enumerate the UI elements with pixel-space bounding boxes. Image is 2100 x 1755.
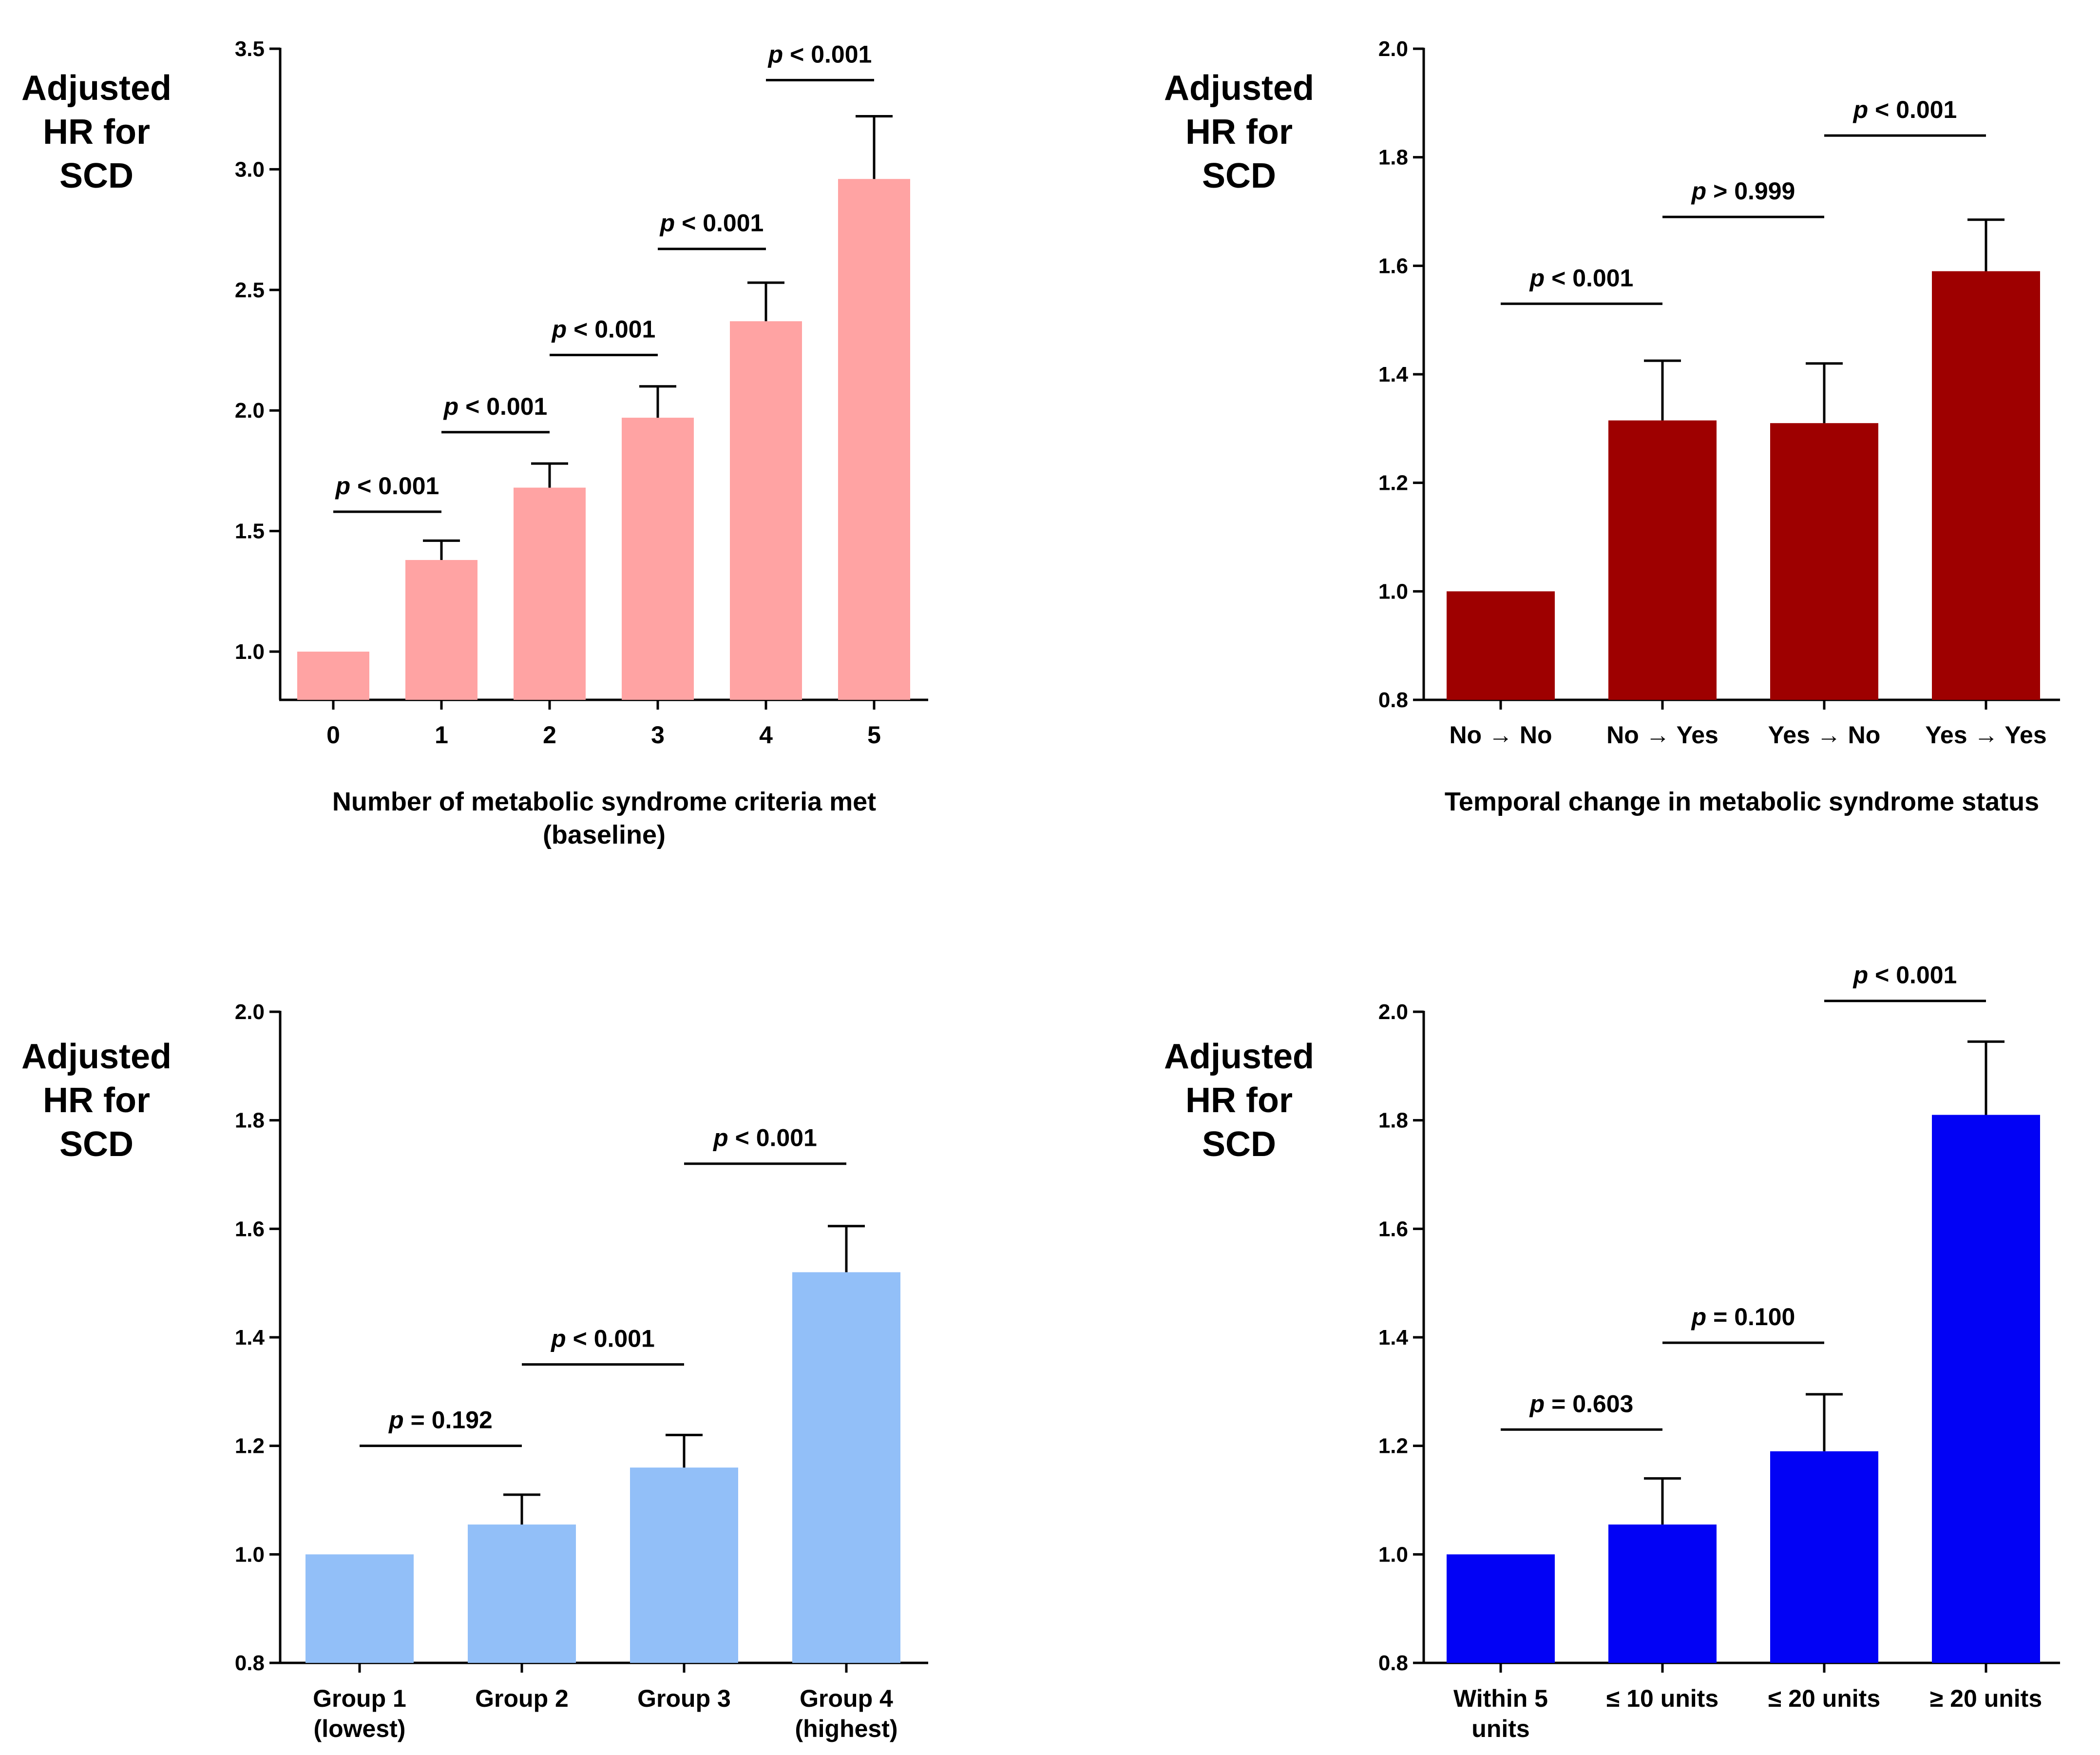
category-label-2: 2 [543, 721, 556, 749]
p-value-label-2: p < 0.001 [551, 315, 656, 343]
category-label-0: No → No [1449, 721, 1552, 749]
y-tick-label: 1.8 [235, 1109, 265, 1133]
category-label-5: 5 [867, 721, 881, 749]
chart-panel-1: Adjusted HR for SCD 1.0 1.5 2.0 2.5 3.0 3.5 0 1 2 3 4… [21, 37, 928, 849]
y-tick-label: 1.4 [235, 1326, 265, 1350]
y-tick-label: 2.0 [235, 399, 265, 423]
bar-4 [730, 321, 802, 700]
p-value-label-1: p < 0.001 [550, 1325, 655, 1352]
bar-3 [1932, 271, 2040, 700]
chart-panel-2: Adjusted HR for SCD 0.8 1.0 1.2 1.4 1.6 1.8 2.0 No… [1164, 37, 2060, 816]
y-tick-label: 1.0 [235, 1543, 265, 1566]
y-tick-label: 1.0 [1378, 1543, 1408, 1566]
y-tick-label: 3.0 [235, 157, 265, 181]
category-label-3: 3 [651, 721, 665, 749]
category-label-2: Yes → No [1768, 721, 1881, 749]
category-label-1: Group 2 [475, 1685, 569, 1712]
category-label-0: Within 5 units [1453, 1685, 1548, 1742]
y-tick-label: 1.4 [1378, 1326, 1409, 1350]
bar-2 [1770, 1451, 1878, 1663]
y-axis-title: Adjusted HR for SCD [21, 69, 172, 195]
y-tick-label: 2.0 [1378, 1000, 1408, 1024]
bar-0 [297, 652, 369, 700]
bar-0 [1447, 591, 1555, 700]
category-label-3: Group 4 (highest) [795, 1685, 897, 1742]
bar-1 [468, 1524, 576, 1663]
p-value-label-0: p = 0.603 [1529, 1390, 1634, 1417]
y-tick-label: 1.2 [1378, 471, 1408, 495]
bar-1 [1608, 1524, 1717, 1663]
y-axis-title: Adjusted HR for SCD [1164, 1037, 1314, 1164]
y-axis-title: Adjusted HR for SCD [1164, 69, 1314, 195]
y-tick-label: 2.0 [1378, 37, 1408, 61]
bar-5 [838, 179, 910, 700]
y-tick-label: 3.5 [235, 37, 265, 61]
bar-2 [1770, 423, 1878, 700]
category-label-3: ≥ 20 units [1930, 1685, 2042, 1712]
p-value-label-0: p = 0.192 [388, 1407, 493, 1434]
p-value-label-3: p < 0.001 [659, 210, 764, 237]
p-value-label-1: p > 0.999 [1691, 177, 1795, 205]
category-label-3: Yes → Yes [1925, 721, 2046, 749]
y-tick-label: 1.6 [1378, 254, 1408, 278]
category-label-1: 1 [435, 721, 448, 749]
bar-3 [1932, 1115, 2040, 1663]
y-tick-label: 1.8 [1378, 1109, 1408, 1133]
y-tick-label: 1.5 [235, 520, 265, 543]
bar-3 [792, 1272, 900, 1663]
category-label-1: No → Yes [1606, 721, 1718, 749]
bar-2 [630, 1467, 738, 1663]
x-axis-title: Temporal change in metabolic syndrome st… [1445, 787, 2039, 816]
bar-0 [305, 1554, 414, 1663]
chart-panel-4: Adjusted HR for SCD 0.8 1.0 1.2 1.4 1.6 1.8 2.0 Wi… [1164, 962, 2060, 1742]
category-label-2: ≤ 20 units [1768, 1685, 1880, 1712]
bar-0 [1447, 1554, 1555, 1663]
p-value-label-1: p < 0.001 [443, 393, 548, 420]
chart-panel-3: Adjusted HR for SCD 0.8 1.0 1.2 1.4 1.6 1.8 2.0 Gr… [21, 1000, 928, 1742]
category-label-1: ≤ 10 units [1606, 1685, 1718, 1712]
y-tick-label: 0.8 [235, 1651, 265, 1675]
p-value-label-2: p < 0.001 [712, 1124, 817, 1152]
y-tick-label: 2.5 [235, 278, 265, 302]
bar-3 [622, 418, 694, 700]
p-value-label-2: p < 0.001 [1852, 962, 1957, 989]
y-tick-label: 2.0 [235, 1000, 265, 1024]
p-value-label-0: p < 0.001 [335, 472, 439, 500]
y-tick-label: 1.6 [235, 1217, 265, 1241]
bar-1 [405, 560, 477, 700]
x-axis-title: Number of metabolic syndrome criteria me… [332, 787, 876, 849]
category-label-2: Group 3 [637, 1685, 731, 1712]
y-tick-label: 1.8 [1378, 146, 1408, 170]
p-value-label-2: p < 0.001 [1852, 96, 1957, 123]
category-label-0: Group 1 (lowest) [313, 1685, 406, 1742]
y-tick-label: 0.8 [1378, 1651, 1408, 1675]
category-label-0: 0 [326, 721, 340, 749]
y-tick-label: 0.8 [1378, 688, 1408, 712]
p-value-label-4: p < 0.001 [767, 40, 872, 68]
y-tick-label: 1.0 [1378, 579, 1408, 603]
y-tick-label: 1.2 [1378, 1434, 1408, 1458]
y-tick-label: 1.2 [235, 1434, 265, 1458]
y-axis-title: Adjusted HR for SCD [21, 1037, 172, 1164]
y-tick-label: 1.4 [1378, 363, 1409, 386]
p-value-label-0: p < 0.001 [1529, 264, 1634, 291]
p-value-label-1: p = 0.100 [1691, 1303, 1795, 1331]
bar-2 [514, 487, 586, 700]
bar-1 [1608, 420, 1717, 700]
y-tick-label: 1.6 [1378, 1217, 1408, 1241]
category-label-4: 4 [759, 721, 773, 749]
y-tick-label: 1.0 [235, 640, 265, 664]
